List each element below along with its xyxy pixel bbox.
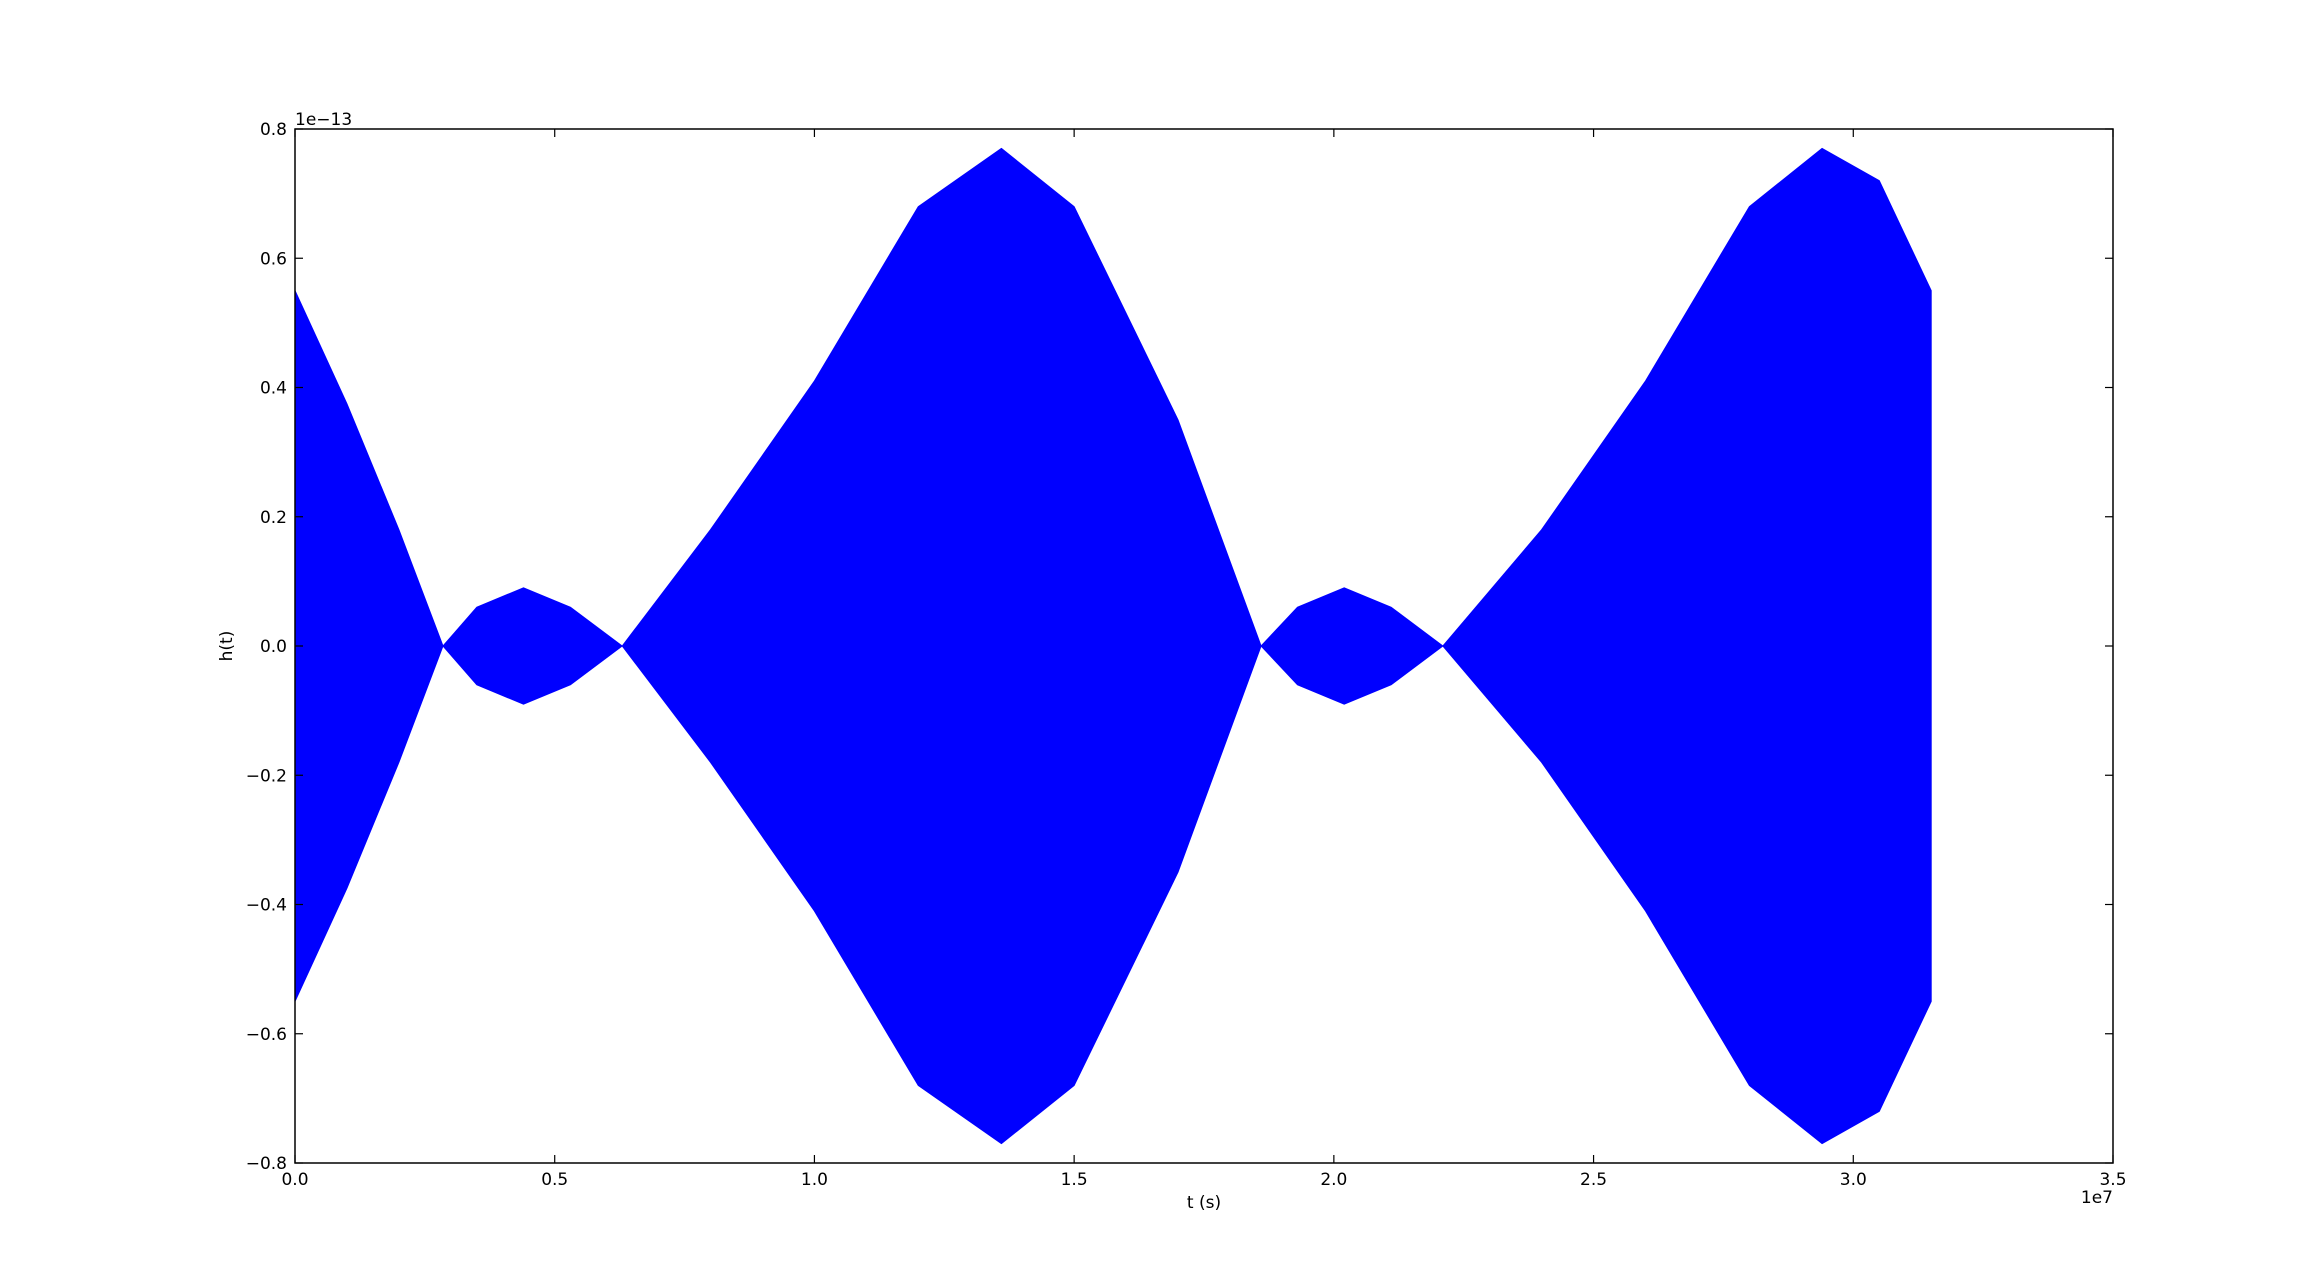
y-tick-label: 0.2: [260, 508, 287, 528]
series-0-envelope: [294, 147, 1932, 1145]
plot-frame: [294, 128, 2114, 1164]
y-tick-label: 0.8: [260, 120, 287, 140]
x-axis-label: t (s): [1187, 1193, 1221, 1213]
labels-layer: 0.0 0.5 1.0 1.5 2.0 2.5 3.0 3.50.80.60.40.20.0−…: [246, 120, 2127, 1190]
x-tick-label: 2.5: [1580, 1170, 1607, 1190]
x-tick-label: 0.5: [541, 1170, 568, 1190]
y-offset-text: 1e−13: [295, 110, 352, 130]
y-tick-label: 0.6: [260, 249, 287, 269]
x-tick-label: 3.5: [2099, 1170, 2126, 1190]
x-tick-label: 2.0: [1320, 1170, 1347, 1190]
y-tick-label: −0.2: [246, 766, 287, 786]
y-tick-label: −0.4: [246, 896, 287, 916]
x-offset-text: 1e7: [2081, 1188, 2113, 1208]
series-layer: [294, 147, 1932, 1145]
x-tick-label: 1.0: [801, 1170, 828, 1190]
y-tick-label: 0.4: [260, 379, 287, 399]
y-tick-label: −0.8: [246, 1154, 287, 1174]
x-tick-label: 3.0: [1840, 1170, 1867, 1190]
y-tick-label: 0.0: [260, 637, 287, 657]
y-tick-label: −0.6: [246, 1025, 287, 1045]
x-tick-label: 0.0: [281, 1170, 308, 1190]
y-axis-label: h(t): [217, 631, 237, 662]
x-tick-label: 1.5: [1061, 1170, 1088, 1190]
